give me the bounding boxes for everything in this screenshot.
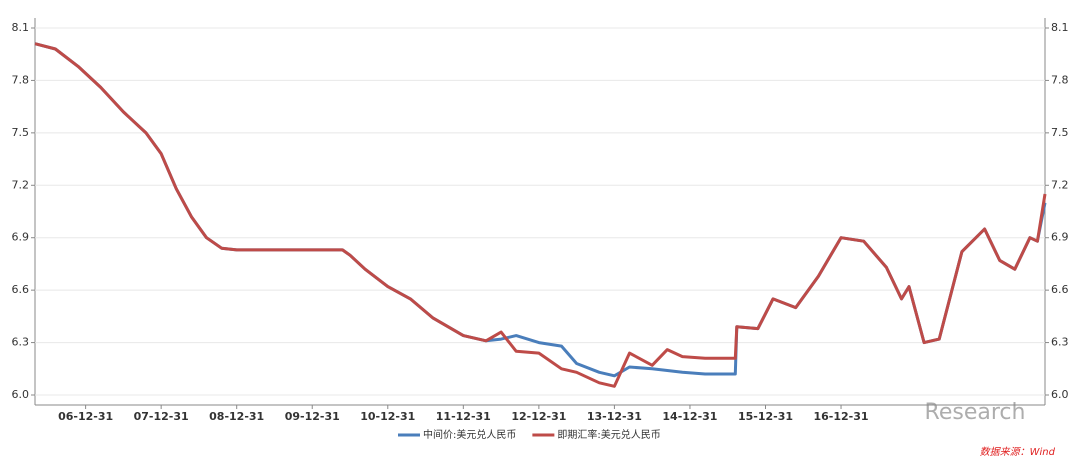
x-tick-label: 06-12-31 bbox=[58, 410, 113, 423]
x-tick-label: 07-12-31 bbox=[134, 410, 189, 423]
legend-label: 中间价:美元兑人民币 bbox=[423, 428, 516, 441]
source: 数据来源：Wind bbox=[980, 446, 1056, 458]
x-tick-label: 14-12-31 bbox=[662, 410, 717, 423]
y-tick-label: 6.3 bbox=[12, 336, 30, 349]
x-tick-label: 16-12-31 bbox=[814, 410, 869, 423]
y-tick-label: 6.6 bbox=[12, 283, 30, 296]
x-tick-label: 10-12-31 bbox=[360, 410, 415, 423]
x-tick-label: 13-12-31 bbox=[587, 410, 642, 423]
y-tick-label: 7.8 bbox=[12, 73, 30, 86]
y-tick-label: 7.2 bbox=[12, 178, 30, 191]
y2-tick-label: 7.8 bbox=[1051, 73, 1069, 86]
legend-label: 即期汇率:美元兑人民币 bbox=[557, 428, 660, 441]
x-tick-label: 11-12-31 bbox=[436, 410, 491, 423]
x-tick-label: 12-12-31 bbox=[511, 410, 566, 423]
watermark: Research bbox=[925, 400, 1026, 425]
y2-tick-label: 7.5 bbox=[1051, 126, 1069, 139]
y-tick-label: 8.1 bbox=[12, 21, 30, 34]
y-tick-label: 6.9 bbox=[12, 231, 30, 244]
y2-tick-label: 6.9 bbox=[1051, 231, 1069, 244]
y-tick-label: 7.5 bbox=[12, 126, 30, 139]
y2-tick-label: 8.1 bbox=[1051, 21, 1069, 34]
x-tick-label: 09-12-31 bbox=[285, 410, 340, 423]
y2-tick-label: 7.2 bbox=[1051, 178, 1069, 191]
y2-tick-label: 6.3 bbox=[1051, 336, 1069, 349]
y2-tick-label: 6.0 bbox=[1051, 388, 1069, 401]
y2-tick-label: 6.6 bbox=[1051, 283, 1069, 296]
series-line bbox=[34, 42, 1047, 388]
x-tick-label: 15-12-31 bbox=[738, 410, 793, 423]
y-tick-label: 6.0 bbox=[12, 388, 30, 401]
x-tick-label: 08-12-31 bbox=[209, 410, 264, 423]
